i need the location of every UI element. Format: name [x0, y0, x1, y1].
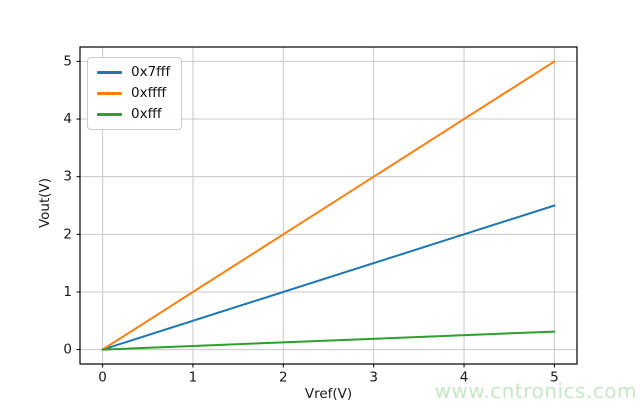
y-tick-label-2: 2 — [63, 226, 72, 242]
watermark: www.cntronics.com — [434, 379, 637, 403]
legend-label-0xfff: 0xfff — [131, 106, 162, 122]
x-tick-label-2: 2 — [279, 370, 288, 386]
legend-row-0xfff: 0xfff — [97, 107, 170, 122]
x-tick-label-3: 3 — [369, 370, 378, 386]
x-axis-label: Vref(V) — [304, 386, 353, 402]
legend-line-sample-0x7fff — [97, 71, 122, 74]
y-tick-label-5: 5 — [63, 53, 72, 69]
series-line-0x7fff — [101, 204, 556, 351]
legend-line-sample-0xffff — [97, 92, 122, 95]
legend-row-0x7fff: 0x7fff — [97, 65, 170, 80]
x-tick-label-5: 5 — [550, 370, 559, 386]
series-line-0xfff — [101, 330, 556, 351]
plot-frame — [79, 46, 578, 365]
y-axis-label: Vout(V) — [37, 177, 53, 229]
series-line-0xffff — [101, 60, 556, 351]
legend-label-0x7fff: 0x7fff — [131, 64, 171, 80]
y-tick-label-3: 3 — [63, 169, 72, 185]
legend-label-0xffff: 0xffff — [131, 85, 167, 101]
x-tick-label-4: 4 — [460, 370, 469, 386]
legend-row-0xffff: 0xffff — [97, 86, 170, 101]
y-tick-label-4: 4 — [63, 111, 72, 127]
y-tick-label-0: 0 — [63, 342, 72, 358]
legend: 0x7fff 0xffff 0xfff — [87, 57, 183, 130]
x-tick-label-0: 0 — [98, 370, 107, 386]
x-tick-label-1: 1 — [189, 370, 198, 386]
legend-line-sample-0xfff — [97, 113, 122, 116]
y-tick-label-1: 1 — [63, 284, 72, 300]
